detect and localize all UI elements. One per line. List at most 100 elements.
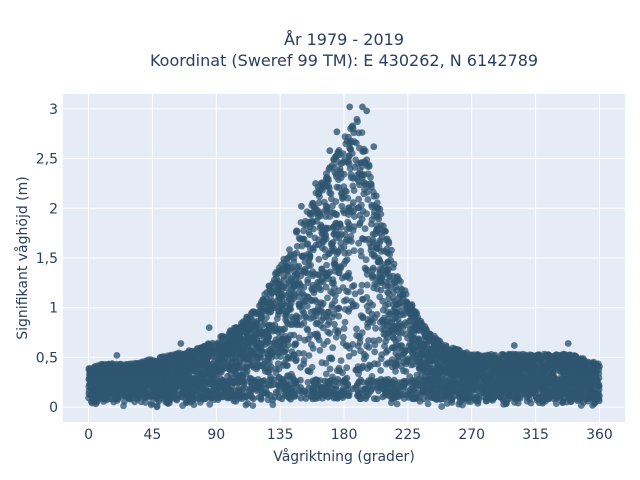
- data-point: [320, 341, 328, 348]
- data-point: [435, 365, 443, 373]
- data-point: [261, 298, 269, 305]
- data-point: [300, 227, 307, 235]
- data-point: [315, 199, 323, 207]
- data-point: [552, 361, 559, 368]
- data-point: [334, 148, 342, 156]
- data-point: [225, 363, 233, 371]
- data-point: [293, 314, 300, 322]
- data-point: [460, 369, 468, 376]
- data-point: [313, 330, 321, 338]
- data-point: [201, 391, 209, 399]
- data-point: [318, 244, 326, 252]
- data-point: [374, 258, 382, 266]
- data-point: [342, 257, 349, 265]
- data-point: [385, 238, 393, 246]
- data-point: [318, 316, 325, 324]
- data-point: [340, 325, 348, 332]
- data-point: [345, 249, 353, 257]
- data-point: [331, 320, 338, 328]
- data-point: [336, 220, 344, 228]
- data-point: [260, 329, 268, 337]
- data-point: [335, 312, 342, 320]
- data-point: [329, 289, 337, 297]
- data-points: [85, 103, 603, 411]
- data-point: [174, 355, 182, 363]
- data-point: [169, 354, 176, 362]
- data-point: [295, 320, 302, 328]
- data-point: [488, 353, 495, 361]
- data-point: [374, 285, 381, 293]
- data-point: [556, 357, 564, 364]
- data-point: [300, 350, 307, 357]
- data-point: [355, 195, 363, 203]
- data-point: [339, 207, 347, 215]
- data-point: [366, 362, 374, 370]
- data-point: [148, 399, 156, 407]
- data-point: [389, 315, 397, 323]
- data-point: [421, 333, 429, 341]
- data-point: [508, 384, 516, 392]
- data-point: [449, 357, 457, 364]
- data-point: [500, 360, 508, 367]
- data-point: [397, 362, 405, 370]
- data-point: [343, 273, 351, 280]
- data-point: [297, 394, 305, 402]
- data-point: [351, 213, 358, 220]
- data-point: [269, 401, 277, 409]
- chart-title-line1: År 1979 - 2019: [284, 30, 404, 49]
- data-point: [523, 393, 531, 401]
- data-point: [526, 357, 533, 365]
- data-point: [392, 349, 400, 357]
- data-point: [350, 247, 358, 255]
- data-point: [369, 239, 377, 246]
- data-point: [284, 336, 292, 343]
- data-point: [328, 279, 336, 287]
- data-point: [285, 391, 292, 399]
- data-point: [378, 274, 386, 281]
- data-point: [368, 216, 376, 224]
- data-point: [189, 361, 197, 369]
- data-point: [300, 356, 308, 364]
- data-point: [308, 341, 315, 348]
- data-point: [299, 298, 307, 305]
- data-point: [397, 329, 405, 337]
- data-point: [90, 364, 98, 372]
- data-point: [359, 295, 366, 303]
- data-point: [298, 252, 306, 260]
- data-point: [550, 370, 557, 378]
- data-point: [272, 286, 280, 293]
- data-point: [374, 360, 382, 368]
- data-point: [330, 245, 337, 253]
- data-point: [328, 303, 336, 311]
- data-point: [577, 362, 584, 370]
- data-point: [334, 329, 342, 337]
- data-point: [343, 364, 351, 372]
- data-point: [325, 275, 332, 282]
- data-point: [324, 308, 332, 316]
- data-point: [245, 326, 253, 334]
- data-point: [378, 266, 386, 274]
- data-point: [398, 347, 406, 354]
- data-point: [365, 337, 372, 344]
- data-point: [238, 324, 246, 332]
- data-point: [250, 309, 258, 316]
- data-point: [153, 402, 161, 410]
- data-point: [407, 332, 414, 340]
- data-point: [345, 221, 353, 229]
- data-point: [488, 395, 496, 402]
- data-point: [111, 375, 119, 383]
- data-point: [527, 369, 535, 377]
- data-point: [356, 144, 363, 152]
- data-point: [289, 264, 296, 271]
- data-point: [362, 395, 370, 402]
- data-point: [362, 159, 369, 167]
- data-point: [282, 386, 289, 394]
- data-point: [259, 321, 267, 329]
- data-point: [350, 282, 358, 289]
- data-point: [147, 393, 155, 401]
- data-point: [362, 386, 370, 393]
- data-point: [295, 334, 303, 342]
- data-point: [295, 349, 303, 357]
- data-point: [358, 215, 366, 223]
- data-point: [249, 402, 257, 409]
